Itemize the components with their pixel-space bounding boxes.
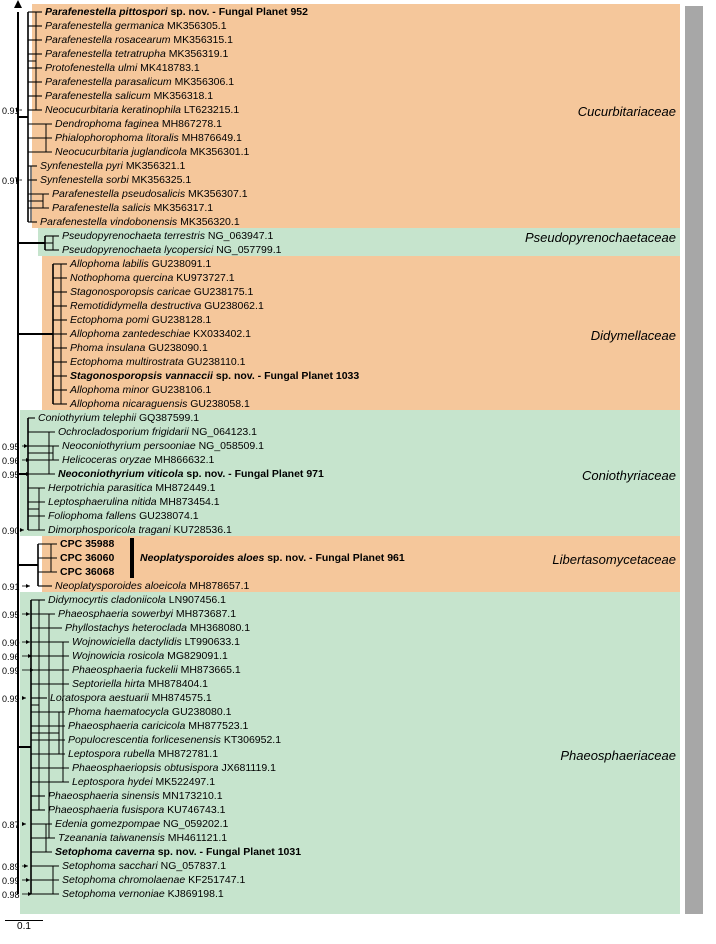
tree-branches [0, 0, 716, 944]
scale-bar: 0.1 [5, 920, 43, 932]
phylogenetic-tree-figure: Pleosporales (continued) Cucurbitariacea… [0, 0, 716, 944]
